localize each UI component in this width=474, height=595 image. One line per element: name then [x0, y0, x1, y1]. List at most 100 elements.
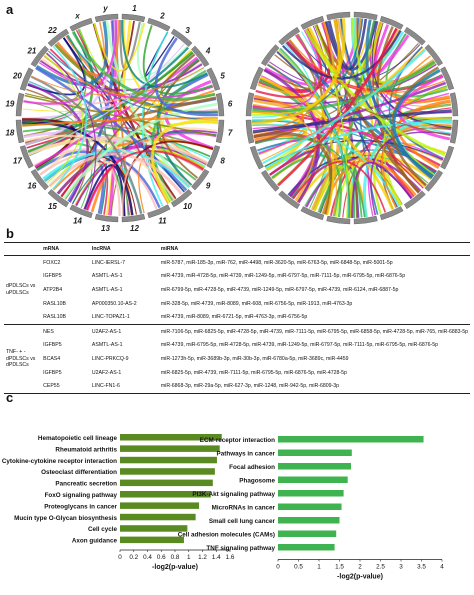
- x-tick-label: 0: [276, 564, 280, 571]
- ideogram-segment: [94, 13, 119, 23]
- circos-link: [66, 35, 218, 114]
- circos-link: [264, 121, 452, 169]
- x-tick-label: 1.4: [212, 554, 221, 561]
- chromosome-label: 12: [130, 224, 139, 232]
- circos-link: [24, 134, 176, 201]
- circos-link: [314, 24, 349, 218]
- cell-mrna: ATP2B4: [43, 286, 63, 293]
- ideogram-segment: [19, 67, 34, 91]
- panel-label-c: c: [6, 390, 14, 405]
- circos-link: [138, 150, 205, 214]
- cell-mirna: miR-4739, miR-4728-5p, miR-4739, miR-124…: [160, 273, 406, 280]
- panel-label-b: b: [6, 226, 14, 241]
- table-panel: b mRNA lncRNA miRNA dPDLSCs vs uPDLSCs F…: [0, 226, 474, 410]
- x-axis-label: -log2(p-value): [152, 564, 198, 571]
- circos-link: [85, 150, 204, 211]
- bar: [278, 436, 424, 443]
- bar-category-label: Osteoclast differentiation: [41, 469, 117, 476]
- circos-panel: a x y 1 2 3 4 5 6 7 8 9 10 11 12 13 14 15 16 17 18 19 20 21 22: [0, 0, 474, 233]
- cell-mirna: miR-7106-5p, miR-6825-5p, miR-4728-5p, m…: [160, 328, 468, 335]
- ideogram-segment: [121, 13, 146, 23]
- circos-link: [93, 22, 146, 72]
- x-tick-label: 0.4: [143, 554, 152, 561]
- ideogram-segment: [245, 92, 255, 117]
- ideogram-segment: [121, 213, 146, 223]
- ideogram-segment: [424, 44, 443, 67]
- circos-link: [370, 131, 451, 216]
- circos-link: [47, 50, 218, 121]
- panel-label-a: a: [6, 2, 14, 17]
- circos-link: [56, 19, 120, 77]
- bar: [278, 449, 352, 456]
- cell-mirna: miR-4739, miR-6795-5p, miR-4728-5p, miR-…: [160, 342, 439, 349]
- ideogram-segment: [326, 215, 351, 225]
- circos-link: [28, 136, 208, 165]
- circos-link: [277, 27, 398, 187]
- circos-link: [372, 24, 410, 76]
- bar: [278, 544, 335, 551]
- cell-mirna: miR-328-5p, miR-4739, miR-8089, miR-608,…: [160, 300, 353, 307]
- chromosome-label: 15: [48, 202, 57, 211]
- ideogram-segment: [278, 190, 301, 209]
- cell-mrna: CEP55: [41, 379, 90, 394]
- ideogram-segment: [206, 145, 221, 169]
- circos-link: [253, 132, 333, 215]
- ideogram-segment: [191, 45, 210, 68]
- circos-link: [396, 99, 451, 170]
- group-label: TNF- + -dPDLSCs vs dPDLSCs: [4, 324, 42, 394]
- ideogram-segment: [249, 145, 264, 170]
- ideogram-segment: [278, 27, 301, 46]
- ideogram-segment: [449, 119, 459, 144]
- circos-link: [35, 21, 109, 86]
- chromosome-label: y: [102, 4, 108, 13]
- cell-lncrna: LINC-PRKCQ-9: [91, 355, 129, 362]
- circos-link: [314, 24, 420, 194]
- ideogram-segment: [30, 45, 49, 68]
- cell-lncrna: ASMTL-AS-1: [91, 286, 123, 293]
- chromosome-label: 22: [47, 26, 57, 35]
- circos-link: [252, 109, 452, 134]
- circos-link: [282, 30, 402, 80]
- x-tick-label: 1.2: [198, 554, 207, 561]
- x-tick-label: 4: [440, 564, 444, 571]
- ideogram-segment: [245, 119, 255, 144]
- x-axis-label: -log2(p-value): [337, 574, 383, 581]
- x-tick-label: 3.5: [417, 564, 426, 571]
- chromosome-label: 14: [73, 217, 82, 226]
- header-mrna: mRNA: [41, 242, 90, 256]
- ideogram-segment: [300, 15, 325, 30]
- chromosome-label: 17: [13, 156, 22, 165]
- x-tick-label: 0: [118, 554, 122, 561]
- circos-link: [122, 157, 192, 216]
- bar: [278, 530, 337, 537]
- ideogram-segment: [69, 204, 93, 219]
- cell-mrna: IGFBP5: [43, 342, 62, 349]
- cell-mrna: BCAS4: [43, 355, 61, 362]
- x-tick-label: 2.5: [376, 564, 385, 571]
- cell-mirna: miR-4739, miR-8089, miR-6721-5p, miR-476…: [158, 310, 470, 325]
- circos-link: [254, 42, 419, 144]
- cell-mirna: miR-6868-3p, miR-29a-5p, miR-627-3p, miR…: [158, 379, 470, 394]
- bar: [120, 491, 211, 498]
- circos-link: [62, 102, 218, 200]
- cell-lncrna: AP000350.10-AS-2: [91, 300, 137, 307]
- circos-link: [22, 34, 87, 124]
- chromosome-label: 8: [220, 156, 225, 165]
- table-row: RASL10B LINC-TOPAZ1-1 miR-4739, miR-8089…: [4, 310, 470, 325]
- circos-link: [34, 56, 198, 168]
- circos-link: [44, 54, 84, 184]
- ideogram-segment: [261, 169, 280, 192]
- circos-link: [354, 18, 435, 176]
- x-tick-label: 0.2: [129, 554, 138, 561]
- bar-category-label: Cell cycle: [88, 526, 118, 533]
- bar-charts: Hematopoietic cell lineage Rheumatoid art…: [2, 434, 444, 581]
- bar-category-label: Pancreatic secretion: [55, 481, 117, 488]
- bar: [120, 479, 213, 487]
- x-tick-label: 1.5: [335, 564, 344, 571]
- circos-link: [390, 66, 439, 187]
- cell-mrna: RASL10B: [41, 310, 90, 325]
- chromosome-label: 9: [206, 182, 211, 191]
- circos-link: [304, 28, 446, 157]
- chromosome-label: x: [74, 11, 80, 20]
